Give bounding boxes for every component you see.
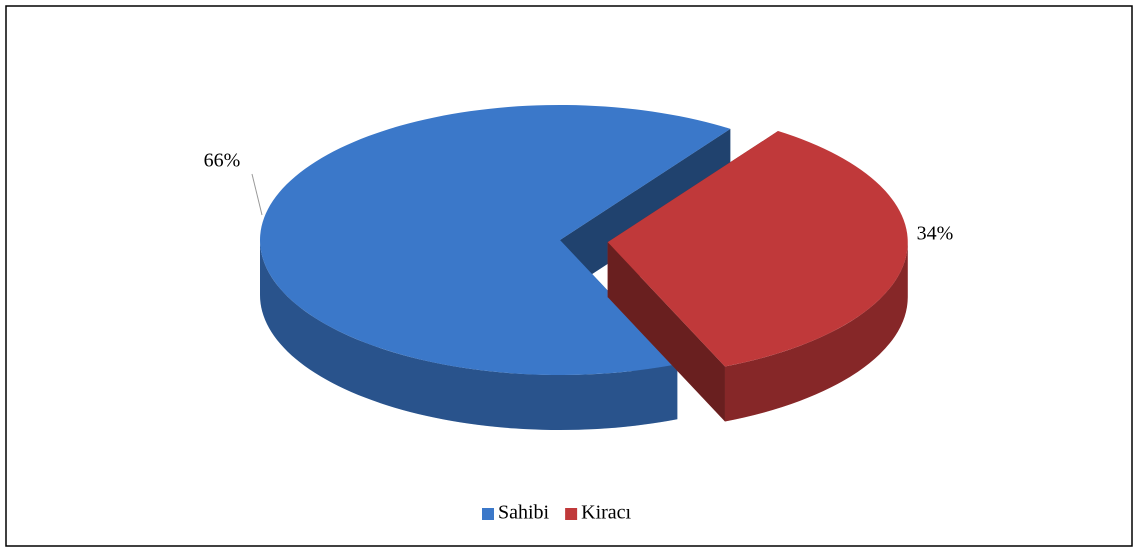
pie-side-shade [607, 242, 725, 422]
pie-side [260, 240, 678, 430]
pie-top [607, 131, 908, 367]
pie-side-shade [724, 242, 908, 422]
legend-swatch [482, 508, 494, 520]
data-label: 34% [917, 223, 954, 245]
pie-side [560, 128, 731, 295]
pie-top [260, 105, 731, 376]
data-label: 66% [204, 150, 241, 172]
pie-side [724, 242, 908, 422]
pie-side-shade [560, 128, 731, 295]
pie-side [607, 242, 725, 422]
legend-label: Sahibi [498, 502, 550, 524]
leader-line [251, 173, 263, 216]
pie-slice [607, 131, 908, 422]
legend-swatch [565, 508, 578, 520]
legend-label: Kiracı [581, 502, 631, 524]
pie-side-shade [260, 240, 678, 430]
pie-slice [260, 105, 731, 430]
